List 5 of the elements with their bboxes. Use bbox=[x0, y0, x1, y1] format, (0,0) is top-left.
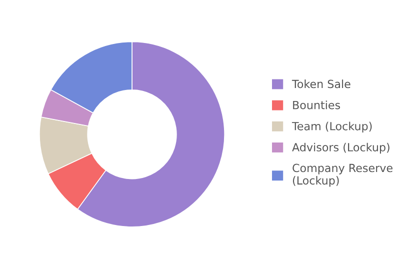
legend-label: Bounties bbox=[293, 100, 340, 110]
legend-label: Company Reserve (Lockup) bbox=[292, 164, 392, 187]
legend-label: Advisors (Lockup) bbox=[292, 142, 390, 154]
legend-label: Token Sale bbox=[292, 80, 350, 88]
legend-label: Team (Lockup) bbox=[292, 122, 372, 132]
